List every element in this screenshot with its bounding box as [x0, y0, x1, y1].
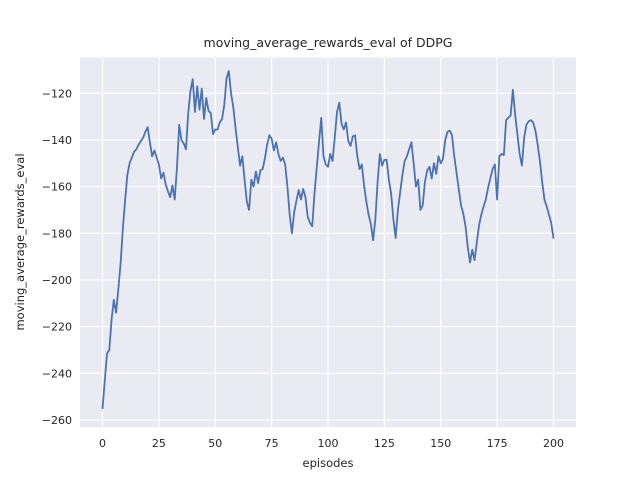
gridlines [80, 57, 576, 428]
y-axis-label: moving_average_rewards_eval [13, 153, 27, 330]
y-tick-label: −200 [42, 274, 72, 287]
data-line-layer [101, 70, 555, 410]
y-tick-labels: −120 −140 −160 −180 −200 −220 −240 −260 [42, 87, 72, 427]
y-tick-label: −220 [42, 321, 72, 334]
y-tick-label: −180 [42, 227, 72, 240]
x-tick-label: 100 [318, 437, 339, 450]
x-tick-label: 0 [99, 437, 106, 450]
moving-average-line [101, 70, 555, 410]
x-tick-label: 75 [265, 437, 279, 450]
x-tick-labels: 0 25 50 75 100 125 150 175 200 [99, 437, 564, 450]
chart-title: moving_average_rewards_eval of DDPG [204, 35, 453, 50]
x-tick-label: 50 [208, 437, 222, 450]
x-tick-label: 125 [374, 437, 395, 450]
y-tick-label: −140 [42, 134, 72, 147]
x-tick-label: 150 [430, 437, 451, 450]
x-tick-label: 175 [487, 437, 508, 450]
x-tick-label: 200 [543, 437, 564, 450]
x-tick-label: 25 [152, 437, 166, 450]
y-tick-label: −240 [42, 367, 72, 380]
y-tick-label: −160 [42, 181, 72, 194]
x-axis-label: episodes [303, 456, 354, 470]
y-tick-label: −260 [42, 414, 72, 427]
y-tick-label: −120 [42, 87, 72, 100]
